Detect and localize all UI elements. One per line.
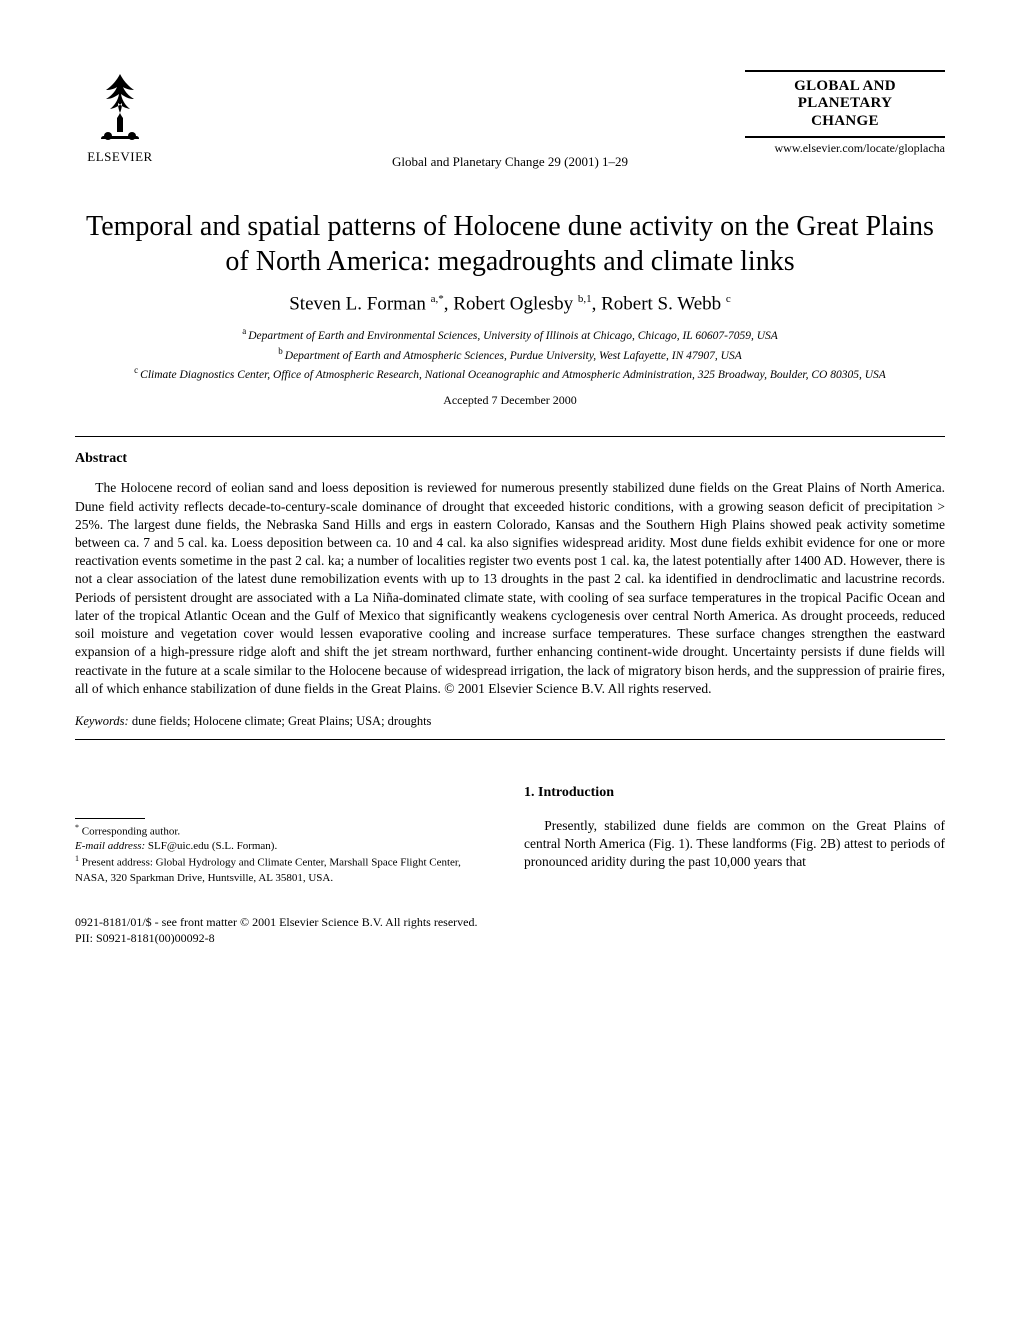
note1-text: Present address: Global Hydrology and Cl… [75,857,461,884]
journal-logo-block: GLOBAL AND PLANETARY CHANGE www.elsevier… [745,70,945,156]
email-label: E-mail address: [75,840,145,852]
footnote-block: * Corresponding author. E-mail address: … [75,823,496,886]
left-column: * Corresponding author. E-mail address: … [75,784,496,886]
keywords-line: Keywords: dune fields; Holocene climate;… [75,714,945,729]
footer-line1: 0921-8181/01/$ - see front matter © 2001… [75,914,945,930]
publisher-logo-block: ELSEVIER [75,70,165,165]
corr-text: Corresponding author. [82,826,180,838]
author-sup: c [726,293,731,305]
footnote-line: * Corresponding author. [75,823,496,840]
email-value: SLF@uic.edu (S.L. Forman). [148,840,277,852]
abstract-text: The Holocene record of eolian sand and l… [75,479,945,698]
intro-paragraph: Presently, stabilized dune fields are co… [524,817,945,872]
footnote-line: 1 Present address: Global Hydrology and … [75,854,496,885]
page-header: ELSEVIER GLOBAL AND PLANETARY CHANGE www… [75,70,945,165]
affiliations: aDepartment of Earth and Environmental S… [75,325,945,383]
journal-citation: Global and Planetary Change 29 (2001) 1–… [392,154,628,169]
journal-logo-line2: CHANGE [811,113,879,129]
footnote-line: E-mail address: SLF@uic.edu (S.L. Forman… [75,839,496,854]
divider [75,739,945,740]
journal-url: www.elsevier.com/locate/gloplacha [745,141,945,156]
author-sup: a,* [431,293,444,305]
affiliation-text: Department of Earth and Atmospheric Scie… [285,350,742,362]
journal-logo-line1: GLOBAL AND PLANETARY [794,78,896,111]
page-footer: 0921-8181/01/$ - see front matter © 2001… [75,914,945,946]
note1-marker: 1 [75,854,79,863]
divider [75,436,945,437]
divider [745,70,945,72]
keywords-label: Keywords: [75,714,129,728]
right-column: 1. Introduction Presently, stabilized du… [524,784,945,886]
author-name: Robert Oglesby [453,293,573,314]
intro-heading: 1. Introduction [524,784,945,803]
divider [745,136,945,138]
affiliation-line: aDepartment of Earth and Environmental S… [75,325,945,344]
keywords-text: dune fields; Holocene climate; Great Pla… [132,714,432,728]
body-columns: * Corresponding author. E-mail address: … [75,784,945,886]
affiliation-text: Department of Earth and Environmental Sc… [248,330,778,342]
affiliation-line: cClimate Diagnostics Center, Office of A… [75,364,945,383]
footnote-rule [75,818,145,819]
author-name: Robert S. Webb [601,293,721,314]
affiliation-text: Climate Diagnostics Center, Office of At… [140,369,886,381]
publisher-name: ELSEVIER [87,149,152,165]
abstract-heading: Abstract [75,451,945,467]
author-name: Steven L. Forman [289,293,426,314]
author-sup: b,1 [578,293,592,305]
elsevier-tree-icon [86,70,154,147]
corr-marker: * [75,823,79,832]
authors-line: Steven L. Forman a,*, Robert Oglesby b,1… [75,293,945,315]
title-block: Temporal and spatial patterns of Holocen… [75,209,945,408]
affiliation-line: bDepartment of Earth and Atmospheric Sci… [75,345,945,364]
footer-line2: PII: S0921-8181(00)00092-8 [75,930,945,946]
paper-title: Temporal and spatial patterns of Holocen… [75,209,945,279]
journal-logo-text: GLOBAL AND PLANETARY CHANGE [745,78,945,130]
accepted-date: Accepted 7 December 2000 [75,393,945,408]
